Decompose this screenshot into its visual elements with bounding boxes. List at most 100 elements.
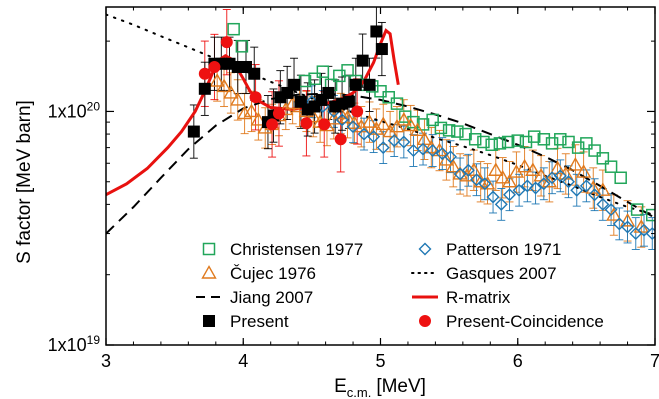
data-point-present-coincidence bbox=[198, 67, 211, 80]
data-point-present-coincidence bbox=[249, 91, 262, 104]
data-point-cujec-1976 bbox=[494, 169, 511, 184]
data-point-christensen-1977 bbox=[382, 91, 395, 104]
data-point-christensen-1977 bbox=[614, 171, 627, 185]
x-tick-label: 7 bbox=[650, 351, 659, 371]
legend-label: Christensen 1977 bbox=[230, 240, 363, 259]
data-point-patterson-1971 bbox=[367, 130, 381, 144]
data-point-christensen-1977 bbox=[426, 113, 439, 127]
data-point-christensen-1977 bbox=[407, 115, 420, 129]
axis-labels: S factor [MeV barn] Ec.m. [MeV] bbox=[14, 100, 426, 399]
data-point-patterson-1971 bbox=[376, 141, 390, 155]
data-point-christensen-1977 bbox=[630, 203, 644, 216]
legend-label: Present-Coincidence bbox=[446, 312, 604, 331]
curve-jiang-2007 bbox=[106, 92, 655, 235]
data-point-present bbox=[375, 43, 388, 56]
data-point-christensen-1977 bbox=[501, 135, 515, 149]
data-point-present-coincidence bbox=[208, 60, 221, 73]
data-point-christensen-1977 bbox=[308, 72, 321, 86]
data-point-patterson-1971 bbox=[621, 220, 635, 234]
data-point-cujec-1976 bbox=[525, 162, 541, 176]
data-point-patterson-1971 bbox=[478, 177, 492, 191]
data-point-present bbox=[198, 82, 211, 95]
data-point-patterson-1971 bbox=[570, 183, 584, 197]
legend-item-r-matrix: R-matrix bbox=[412, 288, 511, 307]
data-point-present bbox=[342, 95, 355, 108]
x-axis-title-unit: [MeV] bbox=[376, 376, 426, 397]
data-point-patterson-1971 bbox=[637, 223, 651, 237]
data-point-patterson-1971 bbox=[537, 177, 551, 191]
data-point-present bbox=[322, 86, 335, 99]
data-point-cujec-1976 bbox=[619, 212, 636, 227]
data-point-present bbox=[248, 67, 261, 80]
data-point-christensen-1977 bbox=[477, 135, 490, 149]
legend-item-present: Present bbox=[203, 312, 289, 331]
data-point-cujec-1976 bbox=[472, 173, 489, 188]
y-axis-title: S factor [MeV barn] bbox=[14, 100, 35, 264]
legend-item-present-coincidence: Present-Coincidence bbox=[419, 312, 604, 331]
data-point-patterson-1971 bbox=[416, 142, 430, 156]
plot-frame bbox=[105, 6, 656, 346]
data-point-cujec-1976 bbox=[575, 164, 592, 178]
data-point-present-coincidence bbox=[318, 118, 331, 131]
data-point-patterson-1971 bbox=[512, 183, 526, 197]
data-point-christensen-1977 bbox=[580, 137, 593, 150]
data-point-patterson-1971 bbox=[604, 203, 618, 217]
data-point-patterson-1971 bbox=[335, 113, 349, 127]
data-point-patterson-1971 bbox=[470, 173, 484, 187]
data-point-patterson-1971 bbox=[645, 227, 655, 241]
y-tick-label: 1x1019 bbox=[48, 333, 101, 355]
data-point-patterson-1971 bbox=[494, 197, 508, 211]
plot-clip-group bbox=[106, 7, 655, 250]
data-point-patterson-1971 bbox=[461, 163, 475, 177]
data-point-christensen-1977 bbox=[235, 40, 249, 53]
legend-item-cujec-1976: Čujec 1976 bbox=[201, 264, 316, 283]
data-point-christensen-1977 bbox=[227, 22, 240, 36]
data-point-cujec-1976 bbox=[243, 103, 260, 118]
data-point-christensen-1977 bbox=[545, 137, 559, 150]
y-tick-exponent: 19 bbox=[87, 333, 101, 347]
data-point-present-coincidence bbox=[266, 118, 279, 131]
data-point-patterson-1971 bbox=[529, 181, 543, 195]
data-point-cujec-1976 bbox=[375, 116, 391, 131]
data-point-christensen-1977 bbox=[316, 65, 330, 78]
data-point-christensen-1977 bbox=[390, 97, 404, 110]
data-point-christensen-1977 bbox=[493, 137, 507, 150]
series-present-coincidence bbox=[198, 36, 364, 146]
data-point-patterson-1971 bbox=[562, 175, 576, 189]
legend-label: Gasques 2007 bbox=[446, 264, 557, 283]
series-christensen-1977 bbox=[227, 22, 655, 222]
data-point-cujec-1976 bbox=[209, 73, 225, 87]
data-point-present-coincidence bbox=[220, 36, 233, 49]
legend-label: Present bbox=[230, 312, 289, 331]
data-point-christensen-1977 bbox=[442, 124, 456, 137]
data-point-present bbox=[356, 54, 369, 67]
data-point-patterson-1971 bbox=[426, 144, 440, 158]
y-tick-base: 1x10 bbox=[48, 101, 87, 121]
legend-item-gasques-2007: Gasques 2007 bbox=[411, 264, 557, 283]
data-point-present-coincidence bbox=[334, 133, 347, 146]
y-tick-exponent: 20 bbox=[87, 99, 101, 113]
data-point-cujec-1976 bbox=[409, 122, 426, 137]
data-point-christensen-1977 bbox=[527, 130, 541, 143]
legend-swatch bbox=[202, 242, 216, 256]
data-point-christensen-1977 bbox=[571, 141, 585, 154]
data-point-patterson-1971 bbox=[612, 217, 626, 231]
legend-swatch bbox=[419, 315, 431, 327]
data-point-patterson-1971 bbox=[486, 190, 500, 204]
data-point-patterson-1971 bbox=[596, 197, 610, 211]
data-point-present bbox=[370, 25, 383, 38]
data-point-cujec-1976 bbox=[382, 123, 398, 138]
x-axis-title-subscript: c.m. bbox=[347, 385, 372, 399]
data-point-cujec-1976 bbox=[516, 158, 533, 173]
data-point-cujec-1976 bbox=[567, 157, 584, 171]
data-point-cujec-1976 bbox=[305, 108, 321, 123]
x-tick-label: 3 bbox=[101, 351, 111, 371]
data-point-patterson-1971 bbox=[346, 120, 360, 134]
data-point-cujec-1976 bbox=[230, 92, 246, 106]
data-point-cujec-1976 bbox=[396, 111, 412, 126]
data-point-christensen-1977 bbox=[468, 133, 482, 146]
x-tick-label: 6 bbox=[513, 351, 523, 371]
data-point-present-coincidence bbox=[272, 107, 285, 120]
